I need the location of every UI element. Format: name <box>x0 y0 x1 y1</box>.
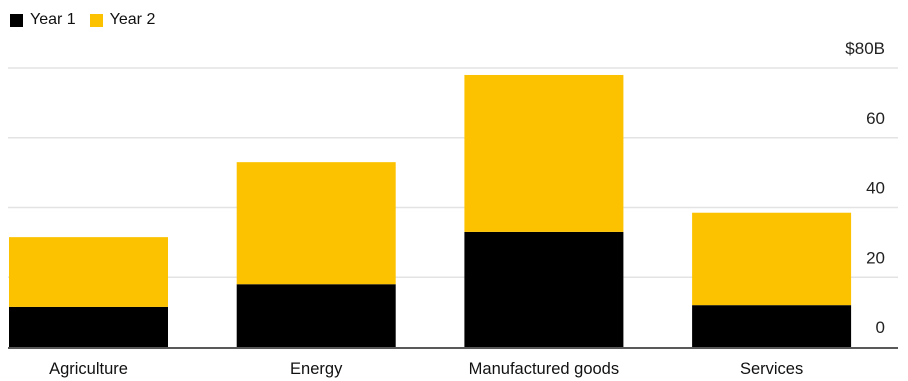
legend-swatch-year-1 <box>10 13 23 27</box>
legend-item-year-1: Year 1 <box>10 12 76 28</box>
y-tick-label: 40 <box>866 179 885 198</box>
bar-year-2 <box>9 237 168 307</box>
y-tick-label: 20 <box>866 248 885 267</box>
x-tick-label: Agriculture <box>49 360 128 378</box>
y-tick-label: 60 <box>866 109 885 128</box>
bar-year-2 <box>464 74 624 232</box>
bar-year-1 <box>9 306 168 347</box>
y-tick-label: $80B <box>845 39 885 58</box>
x-tick-label: Manufactured goods <box>469 360 619 378</box>
legend-item-year-2: Year 2 <box>89 11 156 28</box>
legend-label-year-1: Year 1 <box>30 11 76 28</box>
bar-year-2 <box>692 212 852 306</box>
bar-year-1 <box>464 231 624 347</box>
x-tick-label: Energy <box>290 360 343 378</box>
bar-year-1 <box>692 305 852 347</box>
x-tick-label: Services <box>740 360 803 378</box>
legend-label-year-2: Year 2 <box>109 11 156 28</box>
bar-year-1 <box>236 284 396 347</box>
legend-swatch-year-2 <box>89 13 103 27</box>
bar-year-2 <box>236 162 396 285</box>
legend: Year 1 Year 2 <box>10 12 169 28</box>
y-tick-label: 0 <box>876 318 885 337</box>
